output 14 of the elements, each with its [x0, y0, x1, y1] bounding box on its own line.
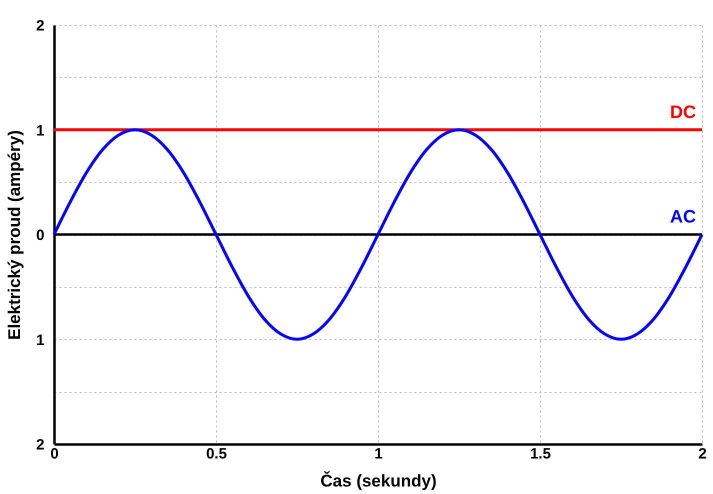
y-tick-label: 2 — [36, 18, 44, 34]
y-tick-label: 1 — [36, 332, 44, 349]
line-series — [52, 128, 704, 341]
y-tick-label: 1 — [36, 122, 44, 140]
x-tick-label: 1 — [374, 446, 383, 462]
x-axis-title: Čas (sekundy) — [320, 470, 437, 490]
series-label: DC — [670, 102, 696, 122]
x-tick-label: 0.5 — [206, 446, 227, 462]
x-tick-label: 1.5 — [530, 446, 551, 462]
x-tick-label: 2 — [698, 446, 707, 462]
y-axis-title: Elektrický proud (ampéry) — [5, 130, 24, 340]
series-label: AC — [670, 206, 696, 226]
x-tick-label: 0 — [50, 446, 59, 462]
y-tick-label: 0 — [36, 227, 44, 244]
